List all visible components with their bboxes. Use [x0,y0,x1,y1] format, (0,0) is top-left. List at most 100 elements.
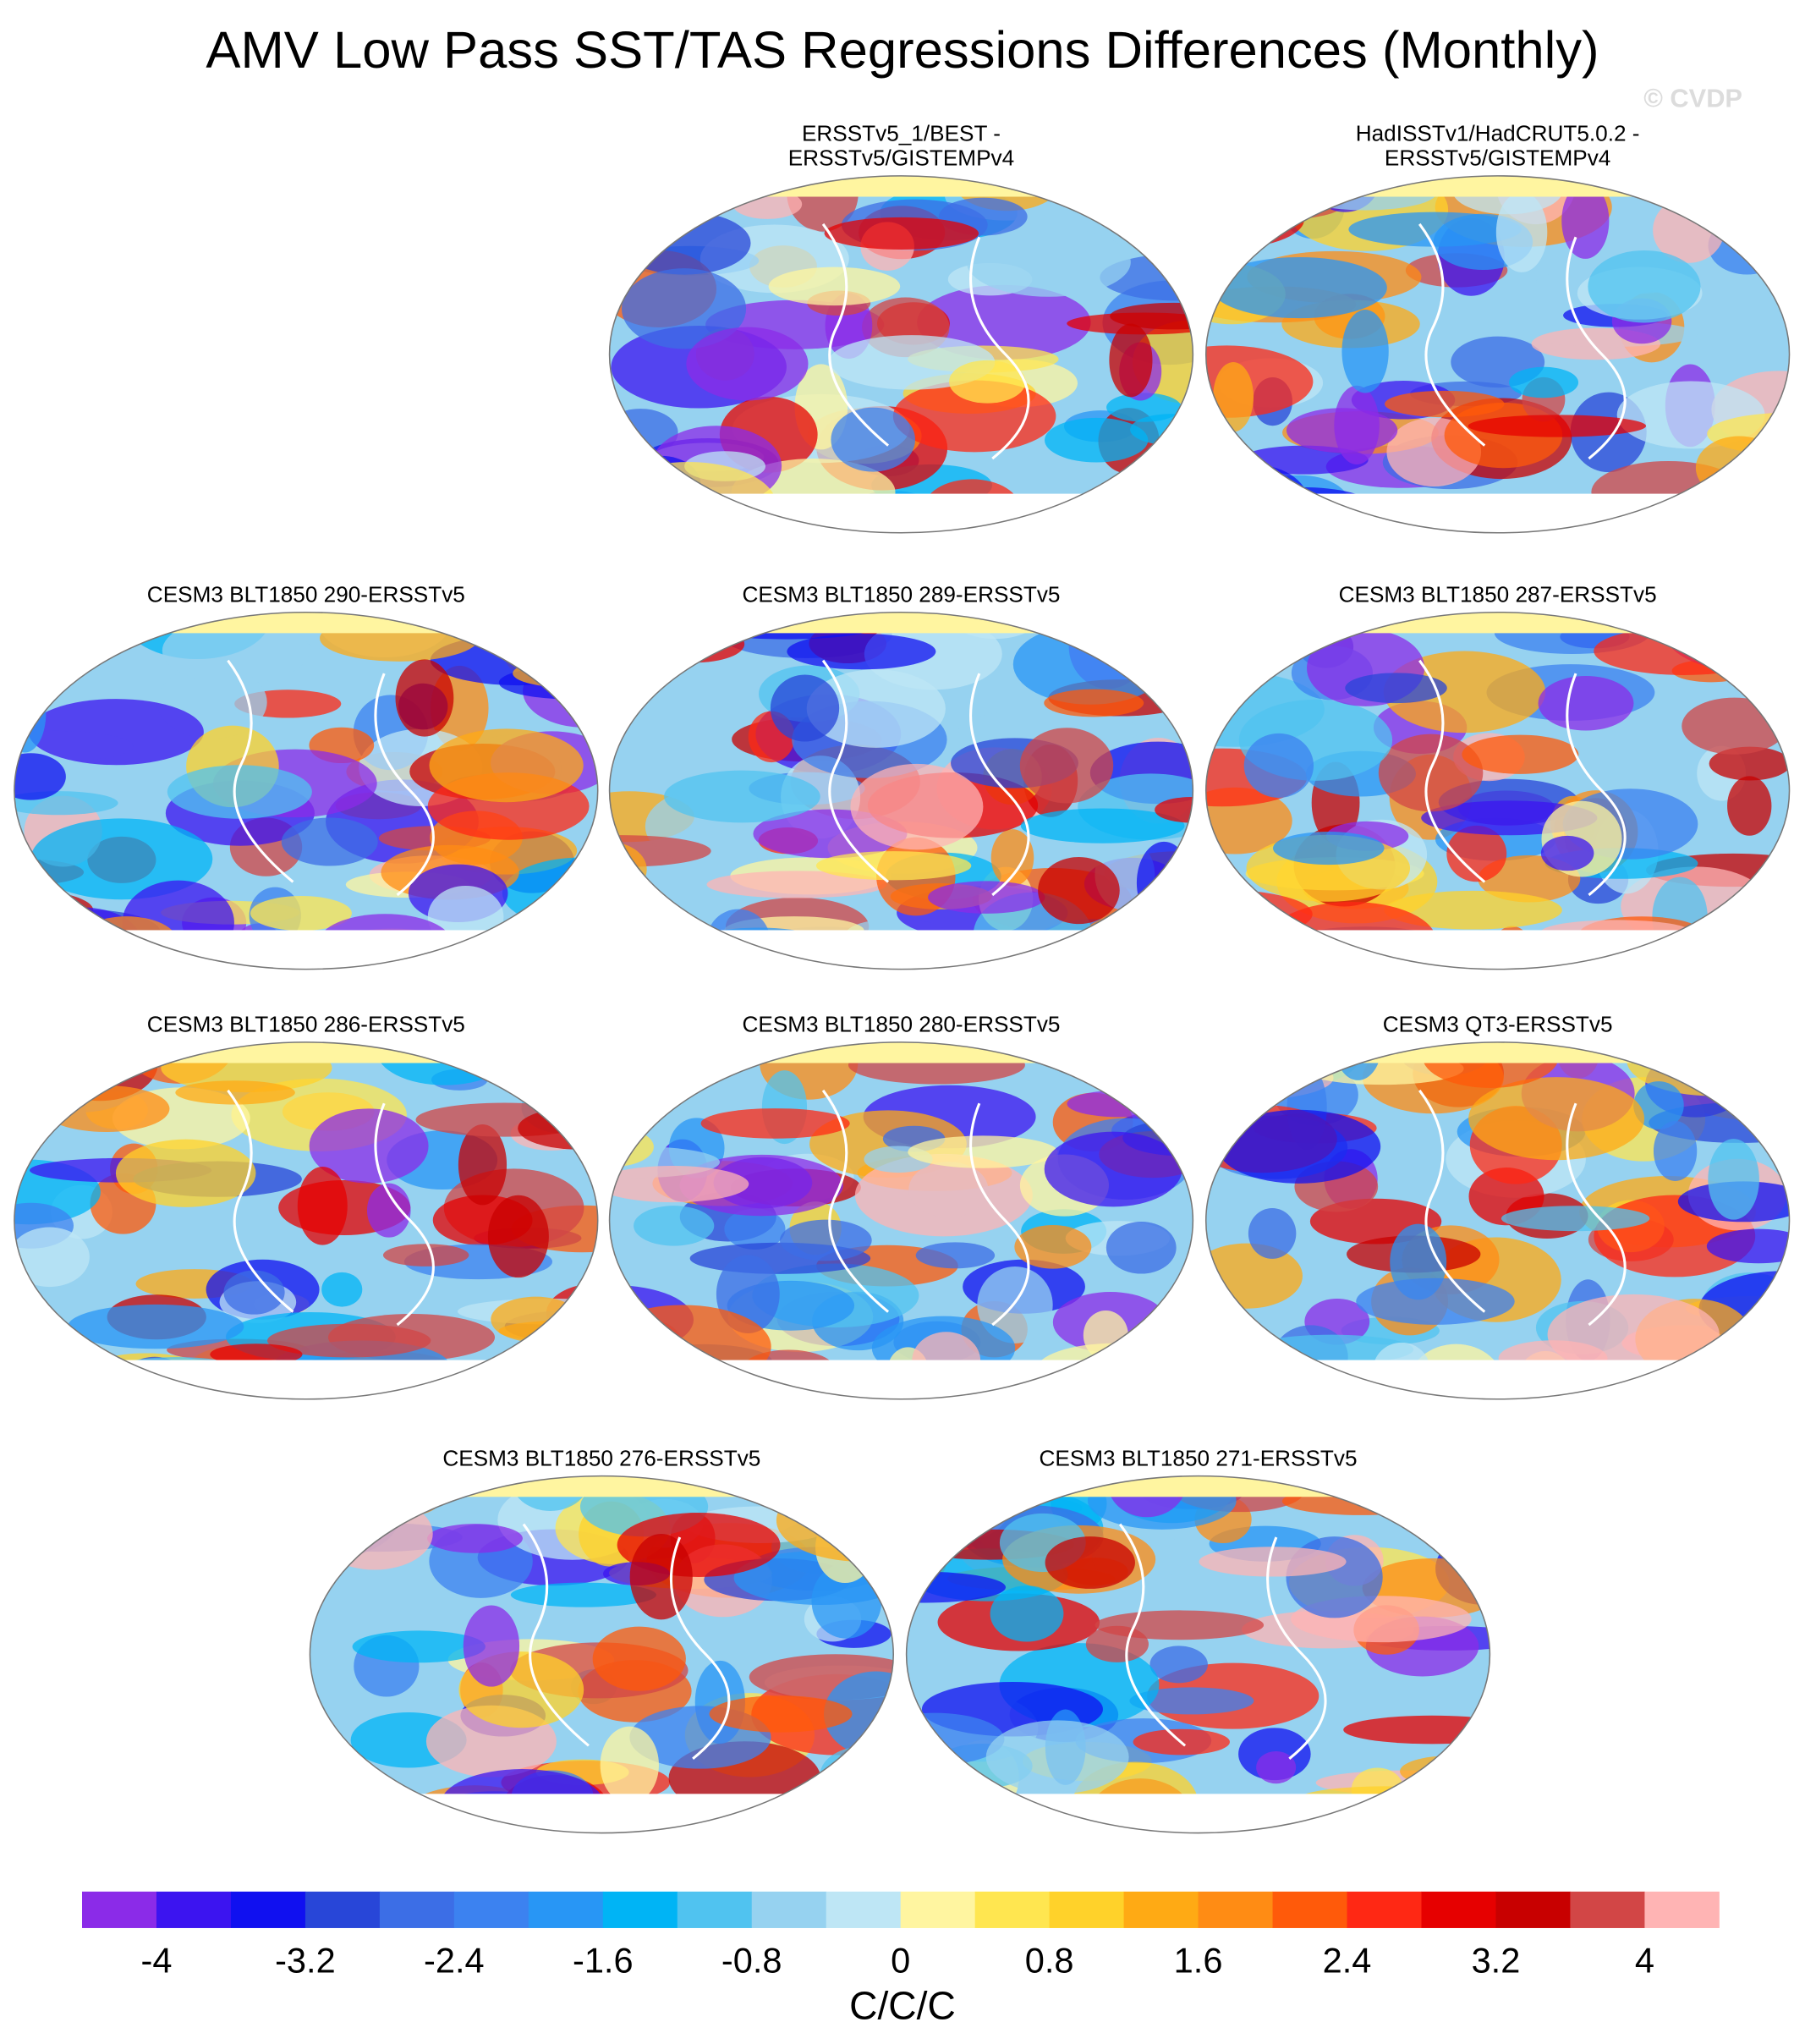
map-shading [820,1745,894,1804]
map-shading [14,1227,90,1288]
map-shading [1594,627,1775,675]
sea-ice-region [609,612,1193,634]
map-shading [906,1475,976,1521]
map-shading [654,923,719,970]
map-shading [609,1305,771,1388]
map-shading [634,1382,791,1399]
map-shading [990,829,1034,887]
map-shading [1109,323,1153,398]
antarctica [1205,1360,1790,1399]
colorbar-box [1123,1891,1199,1928]
map-shading [297,1167,348,1245]
map-shading [1205,930,1230,970]
map-border [309,1475,894,1834]
map-shading [1110,302,1193,330]
colorbar-tick-label: -2.4 [424,1940,485,1980]
map-shading [700,1108,850,1139]
map-shading [906,1712,1005,1766]
map-shading [1067,1090,1171,1118]
map-shading [1356,1278,1515,1325]
map-shading [267,1323,431,1358]
map-shading [1345,673,1447,704]
map-shading [928,881,1045,914]
colorbar-box [677,1891,753,1928]
map [609,612,1193,970]
map [609,1041,1193,1399]
panel-title: HadISSTv1/HadCRUT5.0.2 - [1356,120,1640,146]
map-shading [1665,175,1790,220]
map-shading [1129,1687,1254,1715]
map-shading [1341,310,1389,393]
colorbar-tick-label: -0.8 [721,1940,782,1980]
map-shading [1141,612,1188,652]
map-shading [664,770,820,823]
map-shading [1205,497,1255,533]
map-shading [724,1208,786,1250]
panel-title: CESM3 BLT1850 286-ERSSTv5 [147,1012,465,1037]
map-border [1204,175,1791,534]
map-shading [1095,1610,1265,1640]
map [906,1475,1490,1833]
panel-title: CESM3 BLT1850 290-ERSSTv5 [147,581,465,607]
watermark: © CVDP [1643,83,1742,113]
map-shading [806,669,946,748]
map-shading [1709,746,1790,781]
land-outline [1418,659,1627,897]
map-shading [1044,1131,1182,1207]
map-shading [1652,876,1708,957]
map [14,612,598,970]
map-shading [854,1153,1033,1237]
colorbar-box [826,1891,902,1928]
map-shading [1540,835,1594,871]
map-shading [491,1296,581,1343]
antarctica [1205,493,1790,533]
land-outline [821,659,1030,897]
map-shading [609,842,647,897]
map-shading [621,268,747,349]
map-shading [250,895,352,931]
map-shading [1044,689,1144,717]
panel-title: CESM3 QT3-ERSSTv5 [1383,1012,1613,1037]
map-shading [709,1695,853,1733]
land-outline [821,223,1030,460]
map-shading [543,612,598,663]
map-shading [1272,831,1385,865]
map-shading [600,1726,659,1804]
map-shading [456,1366,584,1399]
panel-title: CESM3 BLT1850 280-ERSSTv5 [742,1012,1060,1037]
map-shading [1468,415,1647,437]
map-shading [1348,212,1522,247]
land-outline [1418,1089,1627,1327]
colorbar-box [1421,1891,1496,1928]
sea-ice-region [1205,612,1790,634]
panel-title: ERSSTv5/GISTEMPv4 [1385,146,1610,171]
map-shading [1155,926,1193,954]
colorbar-box [900,1891,976,1928]
map-border [608,611,1194,970]
map-shading [1132,321,1193,404]
panel-title: ERSSTv5_1/BEST - [802,120,1001,146]
map-shading [1205,492,1301,533]
map-shading [634,1206,715,1246]
colorbar-tick-label: -1.6 [573,1940,634,1980]
map-shading [309,1108,429,1184]
map-shading [535,1327,598,1399]
panel-title: CESM3 BLT1850 276-ERSSTv5 [442,1445,760,1470]
map-shading [1730,612,1790,660]
colorbar-tick-label: 1.6 [1174,1940,1223,1980]
map-shading [706,871,887,898]
map-shading [915,1242,996,1269]
map-shading [1633,1081,1684,1129]
map-shading [908,1135,1058,1168]
map [310,1475,894,1833]
map-shading [977,1266,1053,1343]
colorbar-box [1495,1891,1571,1928]
map-shading [427,1524,523,1553]
colorbar-box [602,1891,678,1928]
map-shading [1199,1547,1347,1577]
antarctica [14,930,598,970]
colorbar-box [1347,1891,1422,1928]
map-border [14,1041,599,1400]
